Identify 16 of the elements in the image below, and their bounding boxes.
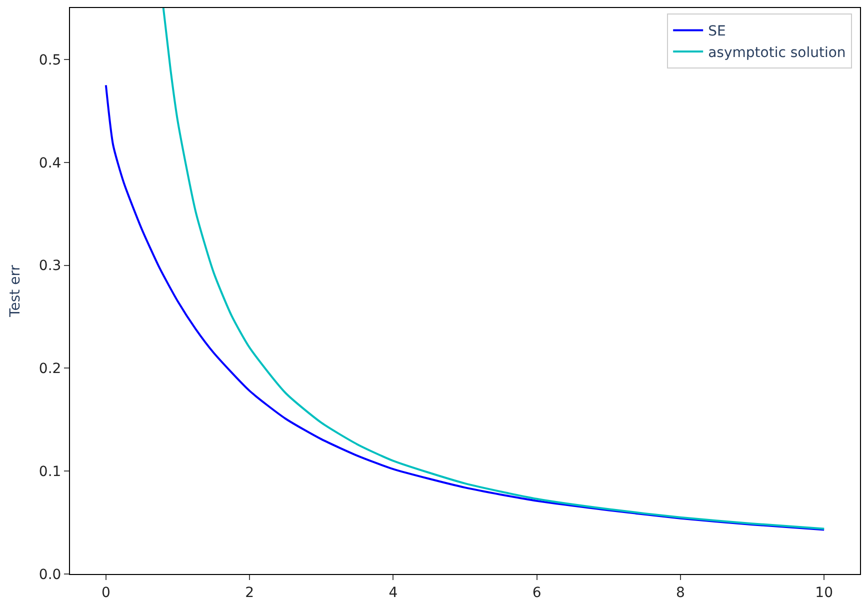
legend-label: SE (708, 24, 726, 40)
y-tick-label: 0.4 (38, 155, 62, 172)
y-axis-title: Test err (8, 264, 24, 318)
line-series (104, 84, 826, 531)
x-tick-label: 0 (101, 584, 110, 601)
y-tick-label: 0.0 (38, 566, 62, 583)
x-tick-label: 10 (815, 584, 834, 601)
x-tick-label: 8 (676, 584, 685, 601)
x-tick-label: 2 (245, 584, 254, 601)
y-tick-label: 0.5 (38, 52, 62, 68)
x-tick-label: 4 (388, 584, 398, 601)
y-tick-label: 0.2 (38, 361, 62, 378)
y-tick-label: 0.3 (38, 258, 62, 274)
y-tick-label: 0.1 (38, 464, 62, 480)
x-tick-label: 6 (532, 584, 542, 601)
legend-label: asymptotic solution (708, 44, 846, 61)
